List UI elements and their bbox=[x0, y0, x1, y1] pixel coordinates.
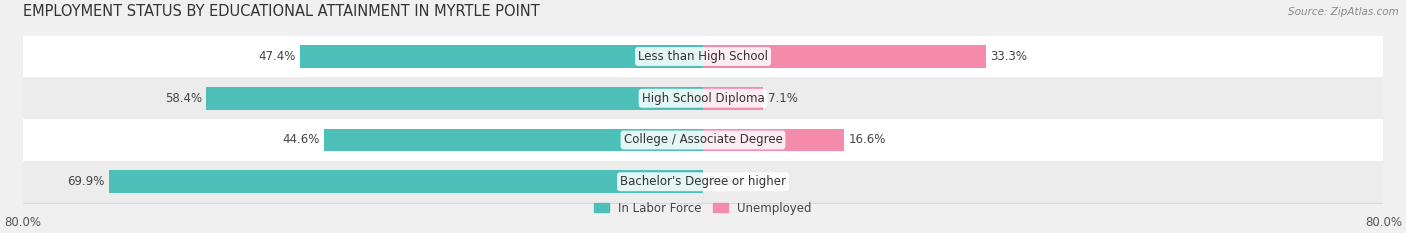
Text: 47.4%: 47.4% bbox=[259, 50, 295, 63]
Bar bbox=[22, 161, 1384, 203]
Text: Less than High School: Less than High School bbox=[638, 50, 768, 63]
Text: 7.1%: 7.1% bbox=[768, 92, 797, 105]
Text: 33.3%: 33.3% bbox=[990, 50, 1028, 63]
Bar bbox=[323, 129, 703, 151]
Bar bbox=[22, 77, 1384, 119]
Text: 16.6%: 16.6% bbox=[848, 134, 886, 147]
Bar bbox=[207, 87, 703, 110]
Bar bbox=[703, 129, 844, 151]
Bar bbox=[22, 119, 1384, 161]
Legend: In Labor Force, Unemployed: In Labor Force, Unemployed bbox=[589, 197, 817, 220]
Bar bbox=[299, 45, 703, 68]
Text: Bachelor's Degree or higher: Bachelor's Degree or higher bbox=[620, 175, 786, 188]
Bar bbox=[703, 87, 763, 110]
Text: High School Diploma: High School Diploma bbox=[641, 92, 765, 105]
Text: 58.4%: 58.4% bbox=[165, 92, 202, 105]
Text: 44.6%: 44.6% bbox=[283, 134, 319, 147]
Bar bbox=[22, 36, 1384, 77]
Text: EMPLOYMENT STATUS BY EDUCATIONAL ATTAINMENT IN MYRTLE POINT: EMPLOYMENT STATUS BY EDUCATIONAL ATTAINM… bbox=[22, 4, 540, 19]
Text: 0.0%: 0.0% bbox=[707, 175, 737, 188]
Bar bbox=[108, 170, 703, 193]
Text: College / Associate Degree: College / Associate Degree bbox=[624, 134, 782, 147]
Bar bbox=[703, 45, 986, 68]
Text: 69.9%: 69.9% bbox=[67, 175, 104, 188]
Text: Source: ZipAtlas.com: Source: ZipAtlas.com bbox=[1288, 7, 1399, 17]
